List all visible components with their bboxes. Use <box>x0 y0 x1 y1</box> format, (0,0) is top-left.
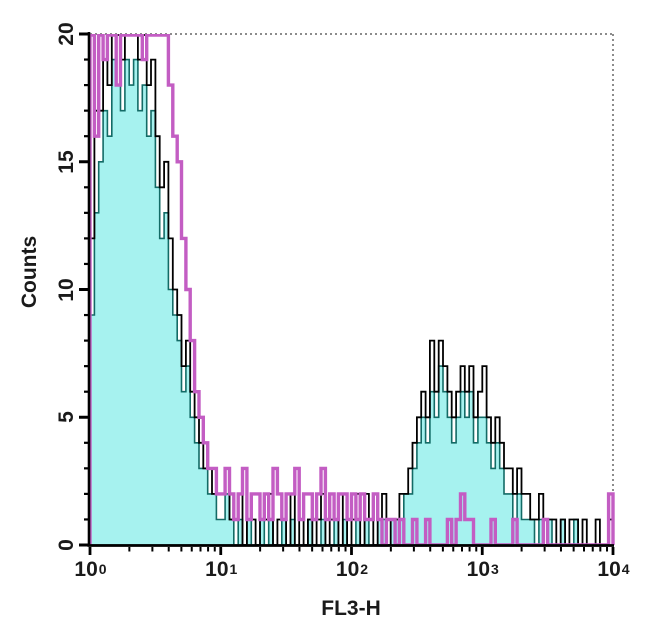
x-tick-label: 10 3 <box>466 558 499 581</box>
x-tick-label: 10 0 <box>74 558 107 581</box>
y-axis-title: Counts <box>18 235 41 309</box>
histogram-series-group <box>88 34 615 547</box>
y-tick-label: 15 <box>55 150 78 174</box>
x-tick-label: 10 2 <box>335 558 369 581</box>
y-tick-label: 10 <box>55 277 78 302</box>
filled-cyan-histogram <box>89 58 613 546</box>
y-tick-label: 5 <box>55 411 78 424</box>
y-tick-label: 20 <box>55 22 78 46</box>
x-axis-ticks <box>88 547 615 555</box>
x-tick-label: 10 4 <box>597 558 630 581</box>
y-axis-ticks <box>79 32 88 547</box>
x-tick-label: 10 1 <box>205 558 238 581</box>
x-axis-title: FL3-H <box>321 597 381 620</box>
